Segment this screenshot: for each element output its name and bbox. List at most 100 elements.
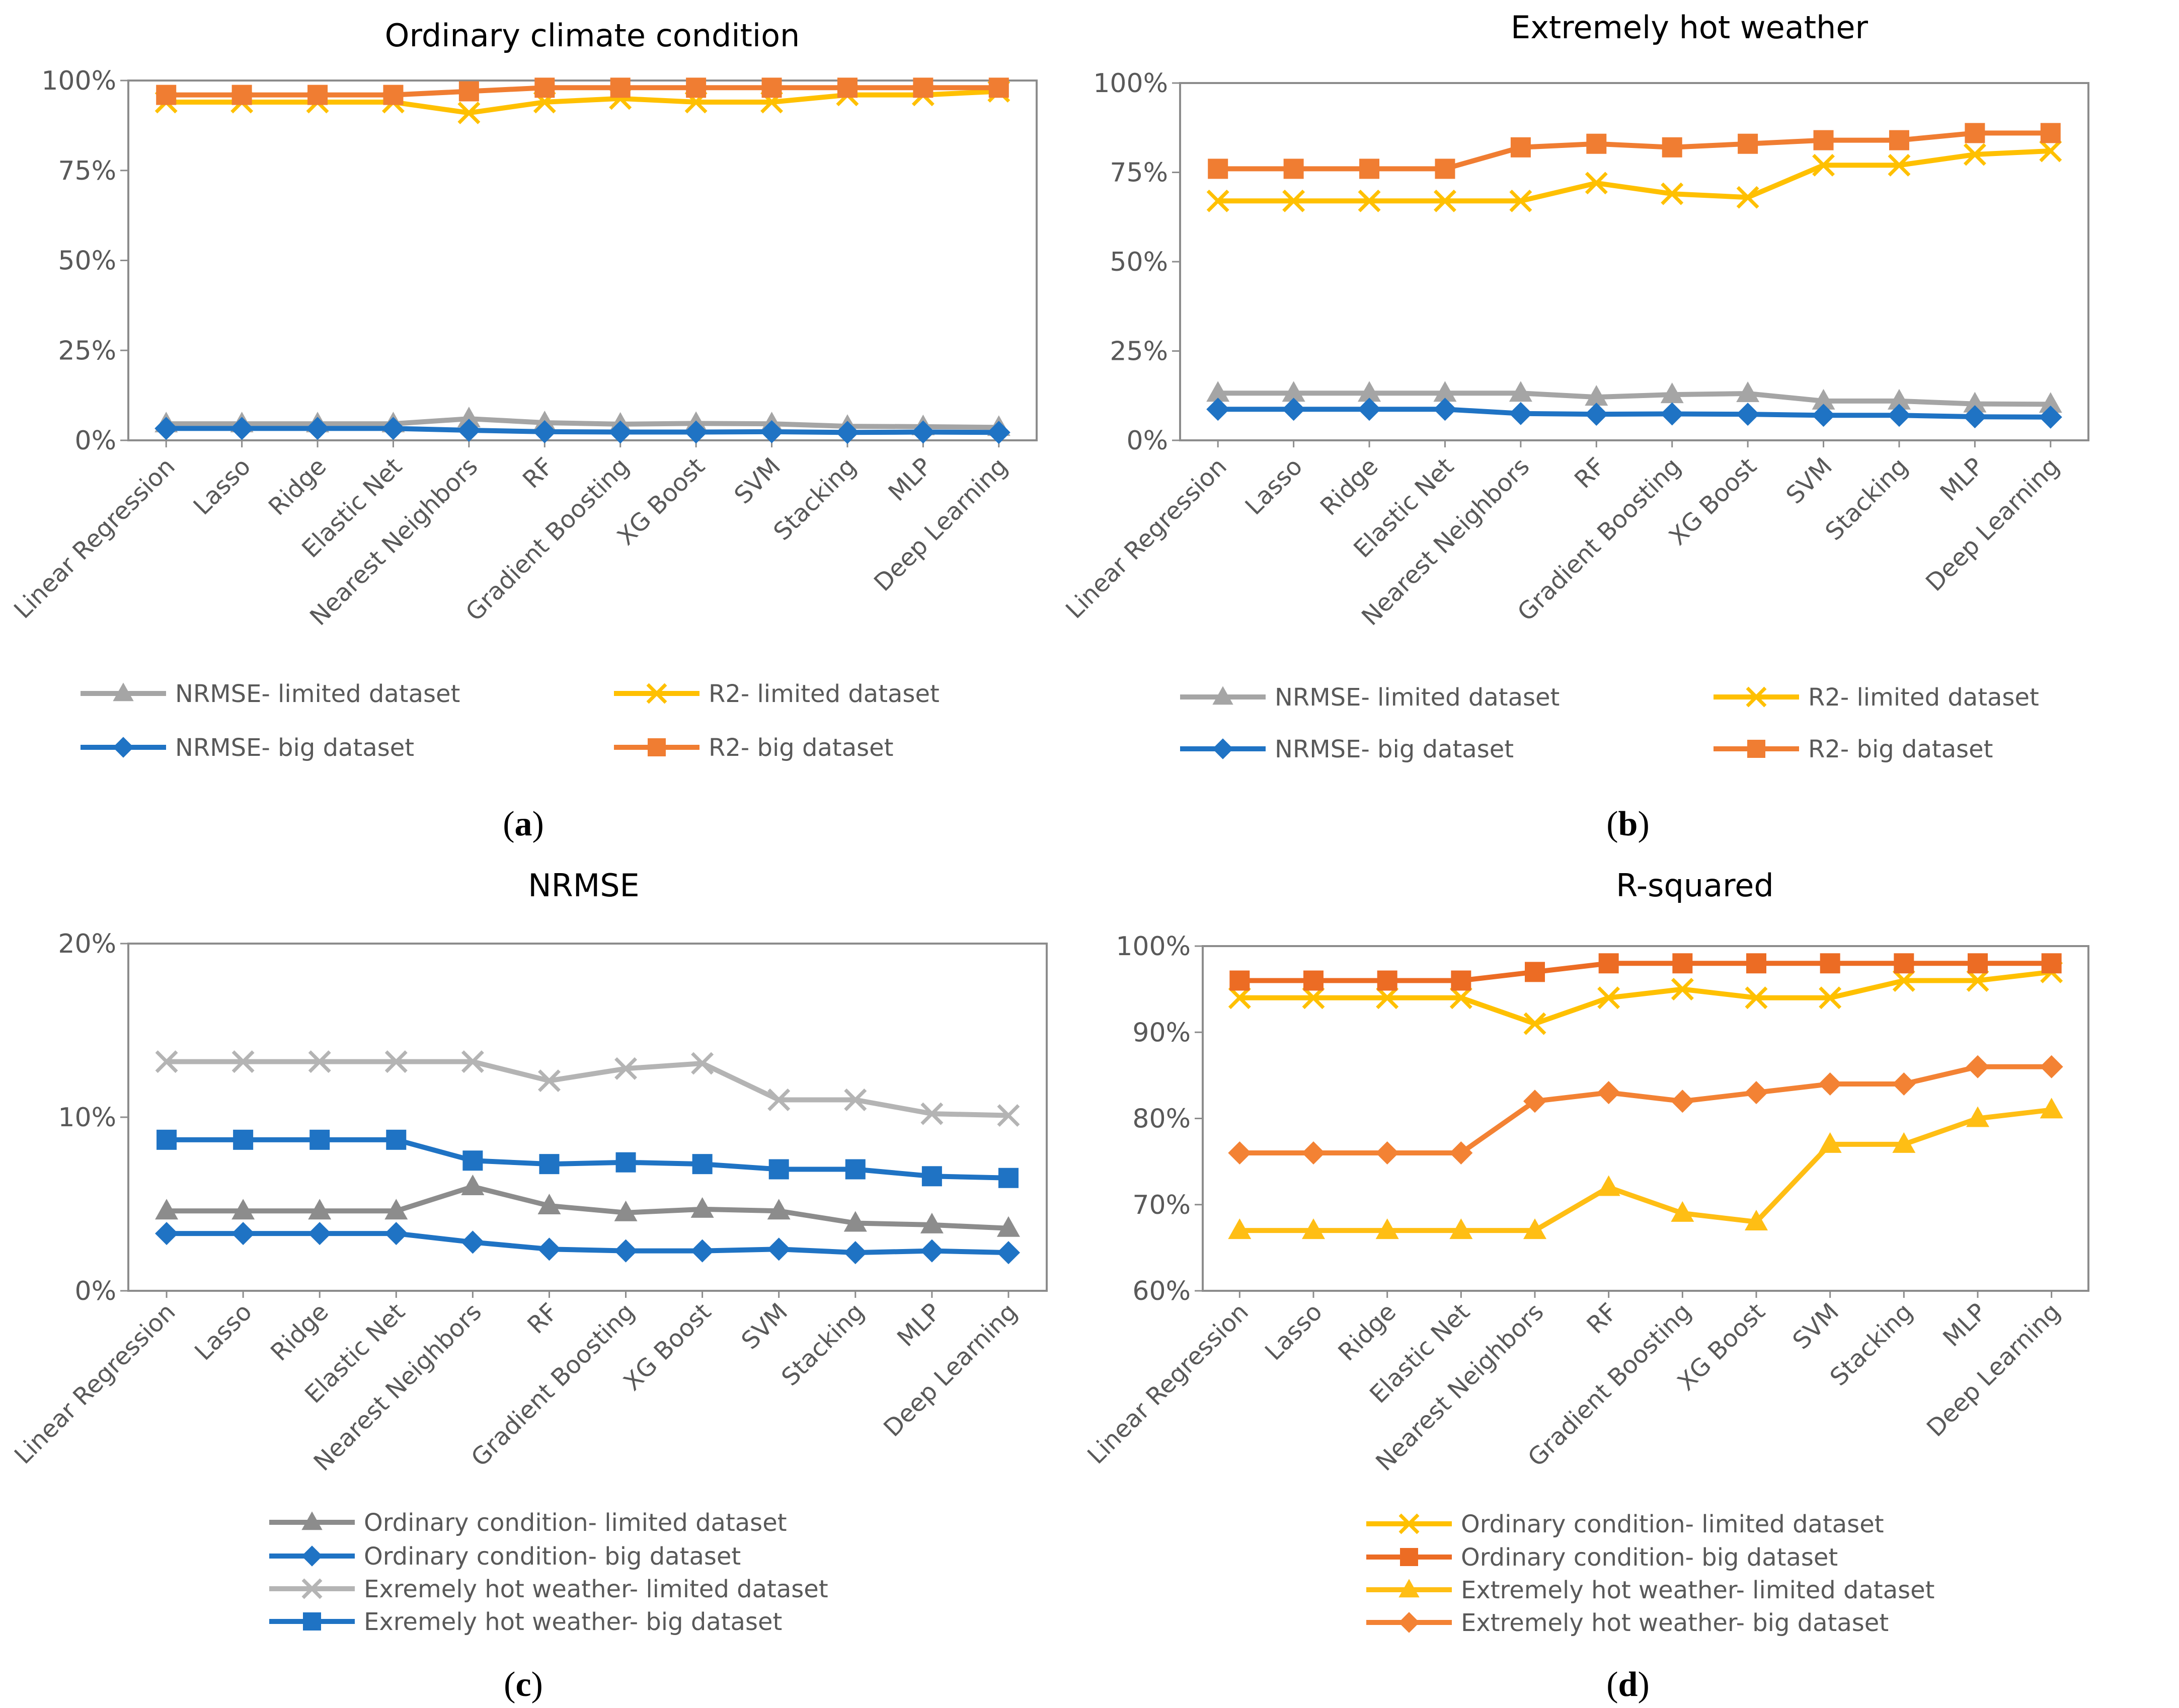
series-nrmse-big-dataset xyxy=(1206,398,2062,429)
series-line xyxy=(1215,130,2053,172)
x-tick-label: Deep Learning xyxy=(1921,1298,2066,1442)
data-point xyxy=(461,1175,485,1195)
data-point xyxy=(384,1050,408,1073)
legend-item: Ordinary condition- limited dataset xyxy=(269,1509,787,1537)
y-tick-label: 50% xyxy=(58,246,116,276)
data-point xyxy=(156,85,177,105)
data-point xyxy=(1509,402,1532,425)
data-point xyxy=(1523,1218,1546,1239)
data-point xyxy=(1671,978,1694,1001)
x-tick-label: Linear Regression xyxy=(9,452,181,625)
data-point xyxy=(767,1089,791,1111)
data-point xyxy=(1660,382,1684,404)
data-point xyxy=(1671,1090,1694,1113)
x-tick-label: RF xyxy=(517,452,559,494)
data-point xyxy=(1509,381,1532,402)
data-point xyxy=(1229,970,1250,991)
x-tick-label: Lasso xyxy=(1240,452,1308,520)
data-point xyxy=(154,417,178,440)
legend-marker xyxy=(301,1578,323,1599)
x-tick-label: Deep Learning xyxy=(869,452,1013,597)
legend-item: Ordinary condition- big dataset xyxy=(1366,1543,1838,1572)
data-point xyxy=(384,1222,408,1246)
legend-marker xyxy=(648,738,666,756)
legend-item: Ordinary condition- limited dataset xyxy=(1366,1510,1884,1538)
data-point xyxy=(1887,404,1911,427)
legend-item: R2- limited dataset xyxy=(1714,683,2039,712)
data-point xyxy=(461,1230,485,1254)
y-tick-label: 80% xyxy=(1132,1104,1191,1134)
legend-item: NRMSE- limited dataset xyxy=(1180,683,1560,712)
legend-marker xyxy=(1398,1579,1420,1598)
x-tick-label: Deep Learning xyxy=(878,1298,1023,1442)
data-point xyxy=(1377,970,1397,991)
series-r2-limited-dataset xyxy=(1206,139,2062,212)
data-point xyxy=(691,1052,714,1075)
series-line xyxy=(1237,1064,2054,1155)
legend-marker xyxy=(1747,740,1765,758)
data-point xyxy=(539,1154,560,1175)
series-r2-big-dataset xyxy=(156,77,1009,105)
legend-item: NRMSE- big dataset xyxy=(1180,735,1514,763)
data-point xyxy=(155,1050,178,1073)
y-tick-label: 70% xyxy=(1132,1190,1191,1220)
y-tick-label: 100% xyxy=(1116,931,1191,962)
data-point xyxy=(231,1050,255,1073)
data-point xyxy=(1963,143,1986,166)
legend-marker xyxy=(1400,1548,1418,1566)
x-tick-label: Lasso xyxy=(189,1298,257,1366)
y-tick-label: 25% xyxy=(58,336,116,366)
data-point xyxy=(1736,403,1760,426)
data-point xyxy=(1745,1081,1768,1105)
legend-label: Exremely hot weather- big dataset xyxy=(364,1608,782,1636)
series-line xyxy=(164,1184,1011,1231)
series-line xyxy=(1215,407,2053,420)
data-point xyxy=(1358,189,1381,212)
data-point xyxy=(1892,1072,1916,1096)
series-nrmse-big-dataset xyxy=(154,417,1010,444)
data-point xyxy=(533,420,557,443)
data-point xyxy=(1746,953,1766,974)
series-line xyxy=(1237,1107,2054,1233)
series-line xyxy=(164,1231,1011,1256)
y-tick-label: 0% xyxy=(75,1276,117,1306)
series-line xyxy=(1237,961,2054,983)
chart-title: Ordinary climate condition xyxy=(385,17,800,54)
x-tick-label: SVM xyxy=(729,452,786,510)
x-tick-label: Stacking xyxy=(776,1298,870,1391)
series-ordinary-condition-limited-dataset xyxy=(155,1175,1020,1237)
data-point xyxy=(1585,403,1608,426)
data-point xyxy=(1303,970,1324,991)
data-point xyxy=(458,81,479,102)
data-point xyxy=(233,1129,254,1150)
data-point xyxy=(1525,962,1545,982)
data-point xyxy=(1206,189,1229,212)
legend-marker xyxy=(1746,686,1767,708)
data-point xyxy=(1375,1218,1399,1239)
x-tick-label: SVM xyxy=(1787,1298,1845,1355)
series-line xyxy=(1215,391,2053,407)
data-point xyxy=(844,1089,867,1111)
legend-label: Ordinary condition- limited dataset xyxy=(364,1509,787,1537)
legend-marker xyxy=(303,1612,321,1631)
data-point xyxy=(1376,986,1399,1010)
panel-caption: (c) xyxy=(504,1665,543,1704)
legend-marker xyxy=(646,683,667,704)
data-point xyxy=(1662,137,1682,158)
series-line xyxy=(164,89,1001,116)
data-point xyxy=(684,420,708,444)
data-point xyxy=(1812,404,1835,427)
data-point xyxy=(614,1200,638,1221)
x-tick-label: MLP xyxy=(1935,452,1989,507)
y-tick-label: 90% xyxy=(1132,1018,1191,1048)
data-point xyxy=(1359,159,1380,179)
x-tick-label: Lasso xyxy=(1260,1298,1328,1366)
data-point xyxy=(913,77,933,98)
data-point xyxy=(231,85,252,105)
x-tick-label: Ridge xyxy=(265,1298,334,1367)
legend-item: R2- big dataset xyxy=(1714,735,1993,763)
data-point xyxy=(920,1102,944,1125)
legend-item: NRMSE- limited dataset xyxy=(81,680,460,708)
data-point xyxy=(308,1050,331,1073)
